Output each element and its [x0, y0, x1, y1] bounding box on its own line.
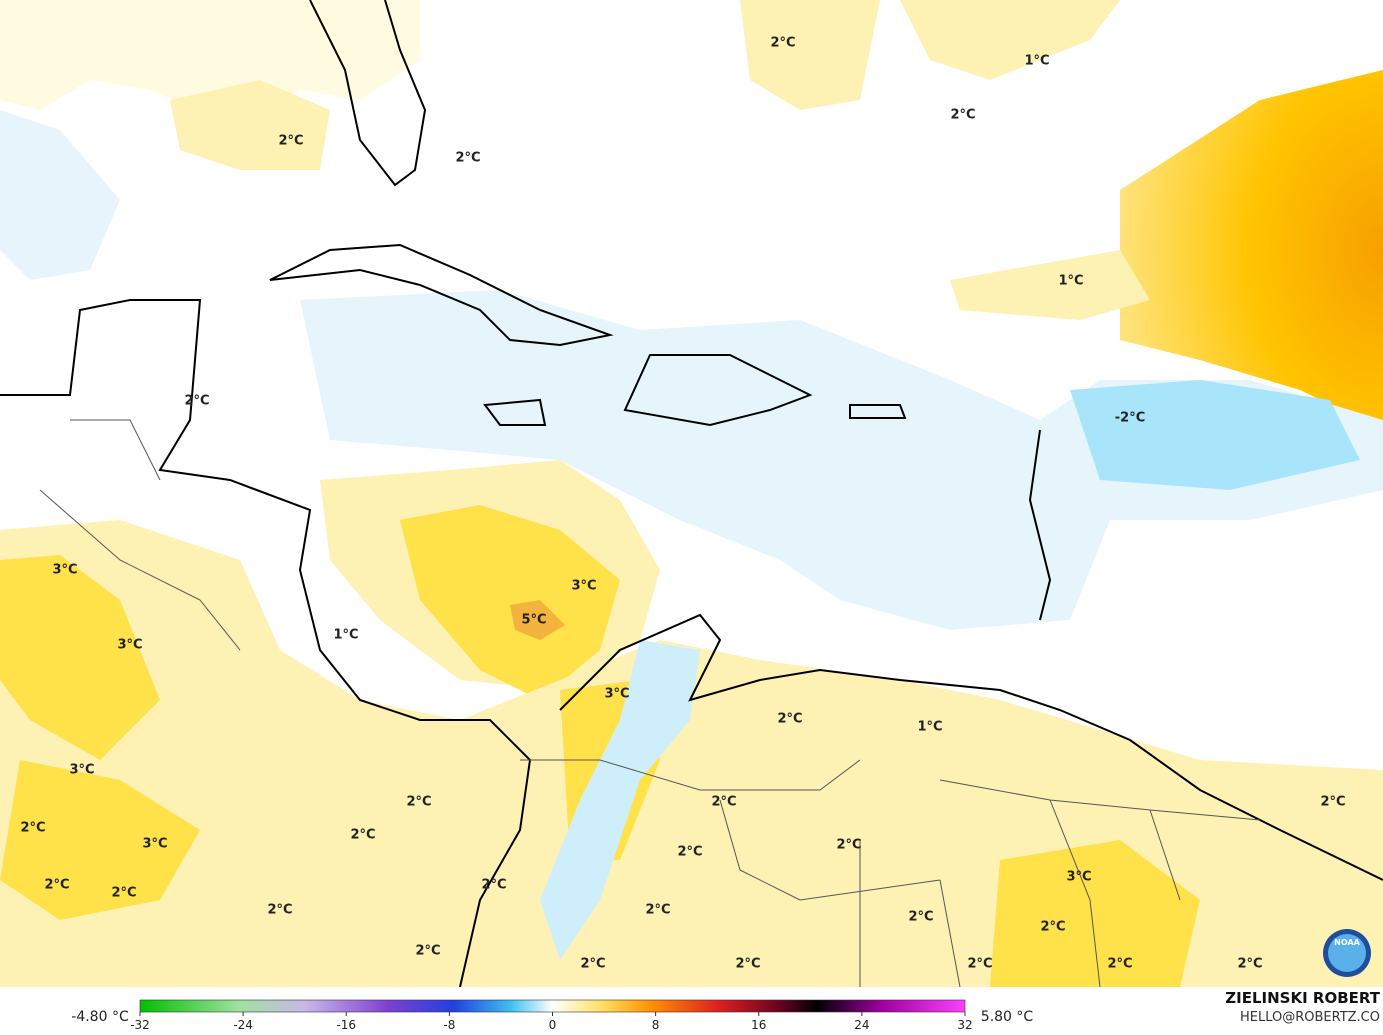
- temperature-label: 2°C: [950, 108, 975, 123]
- noaa-logo: NOAA: [1323, 929, 1371, 977]
- borders: [39, 419, 1261, 988]
- coastlines: [0, 0, 1383, 988]
- temperature-label: 2°C: [1040, 920, 1065, 935]
- map: 2°C 1°C 2°C 2°C 2°C 1°C 2°C -2°C 3°C 3°C 5°C 1°C 3°C…: [0, 0, 1383, 988]
- shading: [900, 0, 1120, 80]
- map-labels: 2°C 1°C 2°C 2°C 2°C 1°C 2°C -2°C 3°C 3°C 5°C 1°C 3°C…: [20, 36, 1345, 972]
- temperature-label: 3°C: [571, 579, 596, 594]
- tick-label: 24: [854, 1018, 869, 1032]
- shading: [1070, 380, 1360, 490]
- temperature-label: 2°C: [111, 886, 136, 901]
- temperature-label: 3°C: [604, 687, 629, 702]
- temperature-label: 2°C: [406, 795, 431, 810]
- colorbar-ticks: -32 -24 -16 -8 0 8 16 24 32: [130, 1012, 973, 1032]
- temperature-label: 3°C: [69, 763, 94, 778]
- temperature-label: 2°C: [455, 151, 480, 166]
- temperature-label: 2°C: [1107, 957, 1132, 972]
- logo-text: NOAA: [1334, 938, 1360, 947]
- temperature-label: 2°C: [267, 903, 292, 918]
- credit-email: HELLO@ROBERTZ.CO: [1240, 1010, 1380, 1025]
- tick-label: -24: [233, 1018, 253, 1032]
- tick-label: 16: [751, 1018, 766, 1032]
- temperature-label: 2°C: [580, 957, 605, 972]
- temperature-label: -2°C: [1115, 411, 1145, 426]
- temperature-label: 2°C: [770, 36, 795, 51]
- temperature-label: 2°C: [1320, 795, 1345, 810]
- credit-name: ZIELINSKI ROBERT: [1225, 989, 1380, 1007]
- tick-label: -16: [336, 1018, 356, 1032]
- tick-label: -32: [130, 1018, 150, 1032]
- temperature-label: 2°C: [481, 878, 506, 893]
- logo-inner: [1328, 934, 1366, 972]
- temperature-label: 2°C: [184, 394, 209, 409]
- temperature-label: 3°C: [1066, 870, 1091, 885]
- temperature-label: 1°C: [917, 720, 942, 735]
- legend-min: -4.80 °C: [71, 1009, 129, 1025]
- tick-label: 8: [652, 1018, 660, 1032]
- temperature-label: 2°C: [777, 712, 802, 727]
- shading: [400, 505, 620, 700]
- temperature-label: 2°C: [1237, 957, 1262, 972]
- shading: [950, 250, 1150, 320]
- temperature-label: 1°C: [333, 628, 358, 643]
- temperature-label: 2°C: [735, 957, 760, 972]
- shading: [510, 600, 565, 640]
- temperature-label: 1°C: [1024, 54, 1049, 69]
- colorbar: [139, 999, 966, 1013]
- temperature-label: 2°C: [967, 957, 992, 972]
- shading: [170, 80, 330, 170]
- temperature-label: 1°C: [1058, 274, 1083, 289]
- temperature-label: 2°C: [350, 828, 375, 843]
- temperature-label: 2°C: [645, 903, 670, 918]
- legend-max: 5.80 °C: [981, 1009, 1034, 1025]
- tick-label: 0: [549, 1018, 557, 1032]
- shading: [0, 110, 120, 280]
- shading: [300, 290, 1383, 630]
- temperature-label: 2°C: [20, 821, 45, 836]
- temperature-label: 2°C: [836, 838, 861, 853]
- temperature-label: 2°C: [677, 845, 702, 860]
- temperature-label: 3°C: [117, 638, 142, 653]
- shading: [540, 640, 700, 960]
- temperature-label: 2°C: [415, 944, 440, 959]
- tick-label: 32: [957, 1018, 972, 1032]
- temperature-label: 2°C: [711, 795, 736, 810]
- temperature-label: 2°C: [908, 910, 933, 925]
- temperature-label: 5°C: [521, 613, 546, 628]
- tick-label: -8: [443, 1018, 455, 1032]
- temperature-label: 2°C: [278, 134, 303, 149]
- temperature-label: 2°C: [44, 878, 69, 893]
- shading: [0, 0, 420, 120]
- temperature-label: 3°C: [142, 837, 167, 852]
- temperature-label: 3°C: [52, 563, 77, 578]
- shading: [1120, 70, 1383, 430]
- shading: [740, 0, 880, 110]
